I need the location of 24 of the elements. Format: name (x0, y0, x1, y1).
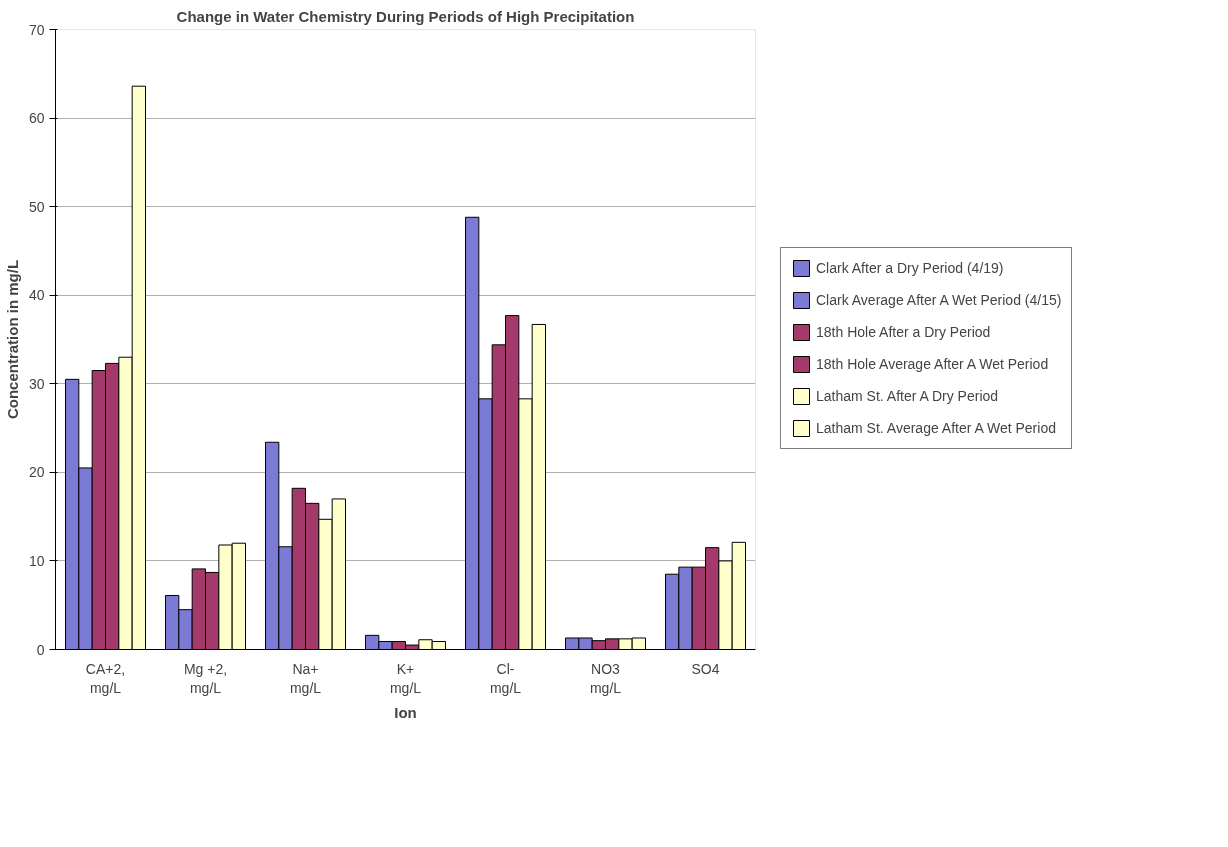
y-tick-label: 40 (28, 287, 45, 304)
legend-label: Latham St. After A Dry Period (816, 387, 999, 404)
x-tick-label: Mg +2, mg/L (183, 660, 228, 696)
chart-title: Change in Water Chemistry During Periods of High Precipitation (176, 7, 635, 25)
x-axis-title: Ion (394, 703, 417, 721)
y-tick-label: 60 (28, 110, 45, 127)
legend-label: Clark Average After A Wet Period (4/15) (816, 291, 1062, 308)
x-tick-label: Cl- mg/L (489, 660, 522, 696)
y-tick-label: 70 (28, 21, 45, 38)
y-tick-label: 10 (28, 552, 45, 569)
legend-label: 18th Hole After a Dry Period (816, 323, 991, 340)
x-tick-label: K+ mg/L (389, 660, 422, 696)
y-tick-label: 0 (36, 641, 45, 658)
y-tick-label: 30 (28, 375, 45, 392)
x-tick-label: SO4 (691, 660, 720, 677)
legend-label: 18th Hole Average After A Wet Period (816, 355, 1049, 372)
legend-label: Latham St. Average After A Wet Period (816, 419, 1056, 436)
legend-label: Clark After a Dry Period (4/19) (816, 259, 1004, 276)
x-tick-label: CA+2, mg/L (85, 660, 126, 696)
y-tick-label: 20 (28, 464, 45, 481)
y-tick-label: 50 (28, 198, 45, 215)
x-tick-label: NO3 mg/L (589, 660, 622, 696)
x-tick-label: Na+ mg/L (289, 660, 322, 696)
y-axis-title: Concentration in mg/L (3, 259, 21, 420)
